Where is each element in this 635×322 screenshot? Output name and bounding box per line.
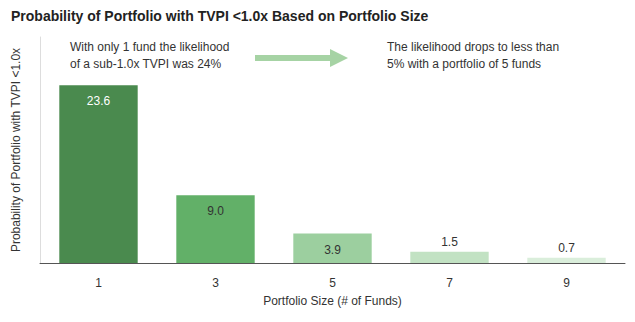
svg-text:5: 5 [329,276,336,290]
svg-text:9: 9 [563,276,570,290]
svg-text:23.6: 23.6 [87,94,111,108]
svg-text:3: 3 [212,276,219,290]
svg-text:3.9: 3.9 [324,243,341,257]
svg-text:1: 1 [95,276,102,290]
svg-text:5% with a portfolio of 5 funds: 5% with a portfolio of 5 funds [387,57,541,71]
svg-text:1.5: 1.5 [441,235,458,249]
svg-text:0.7: 0.7 [558,241,575,255]
svg-text:With only 1 fund the likelihoo: With only 1 fund the likelihood [70,40,229,54]
svg-text:Probability of Portfolio with: Probability of Portfolio with TVPI <1.0x [9,48,23,252]
svg-text:9.0: 9.0 [207,204,224,218]
svg-text:Portfolio Size (# of Funds): Portfolio Size (# of Funds) [263,294,402,308]
svg-text:Probability of Portfolio with: Probability of Portfolio with TVPI <1.0x… [11,8,429,24]
svg-text:The likelihood drops to less t: The likelihood drops to less than [387,40,559,54]
svg-text:7: 7 [446,276,453,290]
svg-text:of a sub-1.0x TVPI was 24%: of a sub-1.0x TVPI was 24% [70,57,222,71]
